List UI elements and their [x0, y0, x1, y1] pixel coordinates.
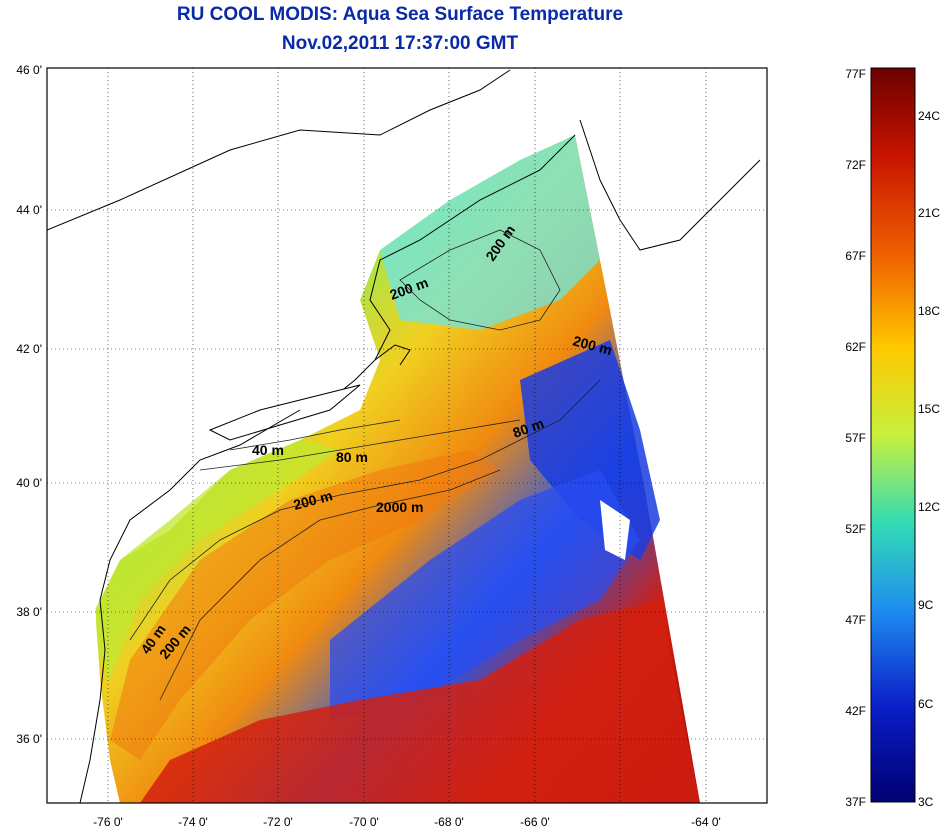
colorbar-c-label: 21C	[918, 206, 940, 220]
colorbar-f-label: 37F	[845, 795, 866, 809]
colorbar-f-label: 42F	[845, 704, 866, 718]
gulf-stream-blue-band	[330, 470, 640, 720]
cloud-gaps	[600, 500, 630, 560]
colorbar	[870, 67, 916, 803]
contour-80m	[199, 419, 521, 471]
warm-water-patch	[140, 600, 700, 803]
lat-label: 38 0'	[16, 605, 42, 619]
lon-label: -76 0'	[93, 815, 123, 829]
coastline-maine	[299, 134, 576, 411]
lat-label: 40 0'	[16, 476, 42, 490]
land-us-east-coast	[47, 68, 575, 780]
coastline-northeast	[47, 69, 511, 231]
lon-label: -70 0'	[349, 815, 379, 829]
colorbar-f-label: 67F	[845, 249, 866, 263]
lon-label: -74 0'	[178, 815, 208, 829]
colorbar-c-label: 6C	[918, 697, 934, 711]
shelf-warm-band	[110, 450, 500, 760]
colorbar-f-label: 77F	[845, 67, 866, 81]
contour-2000m	[159, 469, 501, 701]
colorbar-f-label: 62F	[845, 340, 866, 354]
gulf-of-maine-water	[380, 135, 600, 330]
coastline-long-island	[208, 384, 361, 441]
colorbar-c-label: 9C	[918, 598, 934, 612]
map-border	[46, 67, 768, 804]
lat-label: 46 0'	[16, 63, 42, 77]
colorbar-c-label: 18C	[918, 304, 940, 318]
contour-40m	[229, 419, 401, 451]
lat-label: 36 0'	[16, 732, 42, 746]
colorbar-c-label: 24C	[918, 109, 940, 123]
colorbar-c-label: 12C	[918, 500, 940, 514]
colorbar-f-label: 52F	[845, 522, 866, 536]
coastline-nova-scotia	[579, 119, 761, 251]
colorbar-c-label: 3C	[918, 795, 934, 809]
contour-200m-gom	[399, 229, 561, 331]
colorbar-c-label: 15C	[918, 402, 940, 416]
colorbar-f-label: 47F	[845, 613, 866, 627]
coastal-green-water	[95, 440, 340, 680]
map-subtitle: Nov.02,2011 17:37:00 GMT	[281, 33, 519, 54]
coastline-cape-cod	[374, 344, 411, 366]
lat-label: 42 0'	[16, 342, 42, 356]
contour-label: 2000 m	[376, 499, 423, 515]
contour-label: 80 m	[336, 449, 368, 465]
lon-label: -72 0'	[263, 815, 293, 829]
cold-water-patch	[520, 340, 660, 560]
colorbar-f-label: 57F	[845, 431, 866, 445]
lon-label: -64 0'	[691, 815, 721, 829]
lon-label: -68 0'	[434, 815, 464, 829]
lon-label: -66 0'	[520, 815, 550, 829]
coastline-mid-atlantic	[79, 409, 301, 803]
map-title: RU COOL MODIS: Aqua Sea Surface Temperat…	[176, 4, 624, 25]
colorbar-f-label: 72F	[845, 158, 866, 172]
contour-label: 40 m	[252, 442, 284, 458]
lat-label: 44 0'	[16, 203, 42, 217]
graticule	[47, 68, 767, 803]
land-nova-scotia	[575, 68, 767, 300]
contour-200m-shelf	[129, 379, 601, 641]
